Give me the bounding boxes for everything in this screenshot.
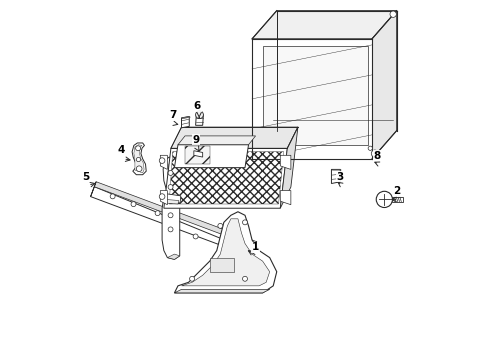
Polygon shape (168, 254, 180, 259)
Polygon shape (181, 219, 270, 286)
Polygon shape (181, 117, 190, 118)
Polygon shape (174, 145, 248, 168)
Polygon shape (164, 148, 287, 208)
Text: 4: 4 (118, 145, 125, 155)
Polygon shape (134, 145, 144, 173)
Polygon shape (210, 258, 234, 272)
Circle shape (243, 276, 247, 281)
Polygon shape (174, 289, 270, 293)
Polygon shape (94, 182, 257, 247)
Circle shape (136, 157, 141, 162)
Polygon shape (174, 212, 277, 293)
Polygon shape (280, 155, 291, 170)
Circle shape (196, 111, 203, 118)
Circle shape (368, 146, 372, 150)
Circle shape (159, 158, 165, 163)
Polygon shape (331, 170, 340, 184)
Circle shape (168, 185, 173, 189)
Polygon shape (252, 39, 372, 159)
Polygon shape (169, 152, 284, 204)
Polygon shape (164, 199, 179, 204)
Circle shape (136, 146, 141, 151)
Polygon shape (91, 187, 257, 257)
Polygon shape (185, 147, 210, 164)
Circle shape (371, 150, 378, 157)
Circle shape (136, 166, 142, 171)
Circle shape (168, 171, 173, 175)
Circle shape (168, 213, 173, 218)
Polygon shape (171, 127, 298, 148)
Circle shape (218, 224, 223, 228)
Circle shape (159, 194, 165, 199)
Circle shape (131, 202, 136, 207)
Polygon shape (132, 143, 146, 175)
Polygon shape (91, 182, 96, 197)
Text: 1: 1 (252, 242, 259, 252)
Polygon shape (163, 193, 181, 203)
Polygon shape (181, 117, 189, 128)
Polygon shape (280, 190, 291, 205)
Circle shape (390, 11, 396, 17)
Polygon shape (160, 155, 168, 170)
Polygon shape (160, 190, 168, 205)
Circle shape (110, 194, 115, 199)
Text: 3: 3 (337, 172, 344, 182)
Text: 7: 7 (169, 110, 176, 120)
Polygon shape (196, 115, 203, 125)
Text: 5: 5 (83, 172, 90, 182)
Polygon shape (194, 151, 203, 157)
Polygon shape (280, 127, 298, 208)
Polygon shape (178, 136, 256, 145)
Polygon shape (392, 197, 403, 202)
Circle shape (193, 234, 198, 239)
Polygon shape (372, 11, 397, 159)
Circle shape (155, 211, 160, 216)
Circle shape (168, 227, 173, 232)
Polygon shape (252, 242, 257, 255)
Polygon shape (162, 157, 180, 259)
Text: 6: 6 (194, 101, 201, 111)
Circle shape (190, 276, 195, 281)
Text: 8: 8 (374, 150, 381, 161)
Circle shape (243, 220, 247, 225)
Polygon shape (252, 11, 397, 39)
Polygon shape (263, 46, 368, 145)
Text: 2: 2 (393, 186, 400, 196)
Circle shape (376, 191, 392, 207)
Text: 9: 9 (192, 135, 199, 145)
